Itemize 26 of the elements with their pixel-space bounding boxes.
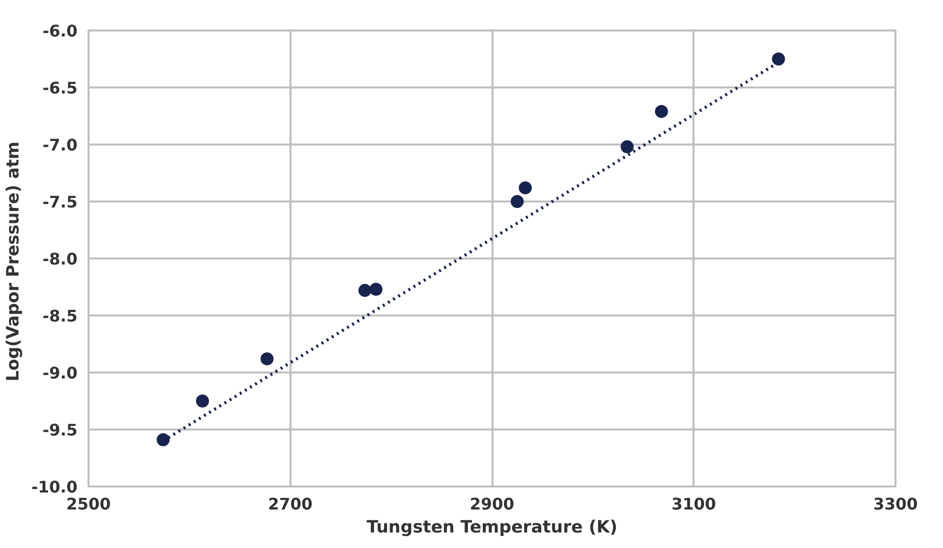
x-tick-label: 3100 [671,494,716,514]
y-tick-label: -7.0 [42,136,78,154]
point [260,352,274,366]
x-tick-label: 2700 [268,494,313,514]
point [196,394,209,408]
y-tick-label: -6.5 [42,78,78,98]
point [510,195,524,208]
point [369,282,382,296]
y-tick-label: -8.0 [42,250,78,268]
point [518,181,532,194]
point [620,140,634,154]
y-tick-label: -9.0 [42,364,78,382]
x-tick-label: 3300 [873,494,918,514]
y-tick-label: -8.5 [42,306,78,326]
y-tick-label: -9.5 [42,420,78,440]
y-tick-label: -7.5 [42,192,78,212]
point [156,433,170,446]
y-tick-label: -6.0 [42,22,78,40]
x-axis-title: Tungsten Temperature (K) [366,518,618,538]
point [772,52,785,66]
point [358,284,372,297]
y-tick-label: -10.0 [31,478,78,496]
x-tick-label: 2900 [470,494,514,514]
y-axis-title: Log(Vapor Pressure) atm [3,141,24,382]
point [654,104,668,118]
x-tick-label: 2500 [66,494,111,514]
